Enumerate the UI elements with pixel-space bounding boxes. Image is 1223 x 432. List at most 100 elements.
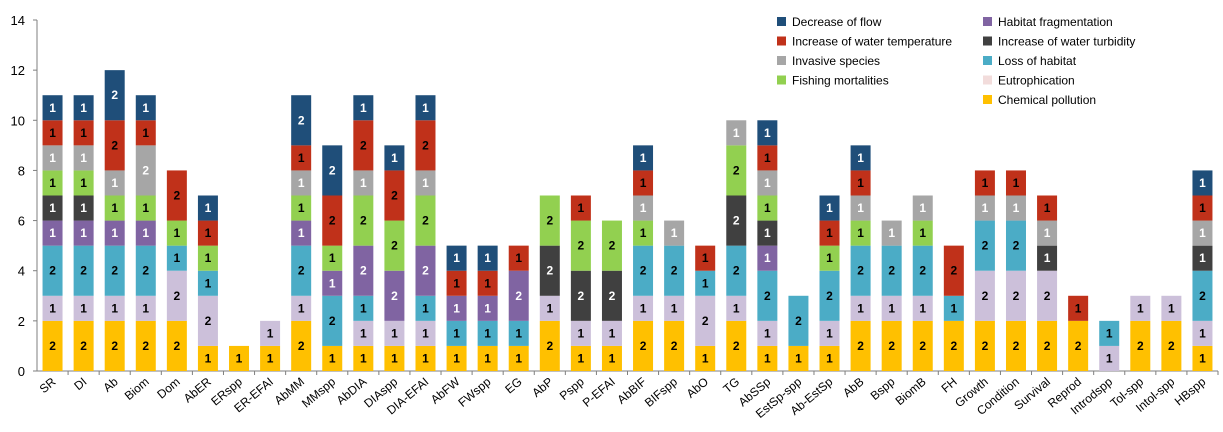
bar-segment (104, 245, 125, 296)
bar-segment-label: 1 (733, 126, 740, 140)
bar-segment-label: 1 (329, 276, 336, 290)
bar-stack: 11 (1099, 320, 1120, 371)
bar-segment-label: 1 (702, 351, 709, 365)
bar-segment (197, 270, 218, 296)
bar-segment (570, 270, 591, 321)
bar-segment (974, 220, 995, 271)
bar-segment (726, 145, 747, 196)
bar-segment-label: 1 (422, 301, 429, 315)
bar-segment-label: 1 (1075, 301, 1082, 315)
bar-segment (757, 245, 778, 271)
bar-segment-label: 1 (329, 351, 336, 365)
bar-segment (322, 195, 343, 246)
bar-segment-label: 1 (982, 176, 989, 190)
bar-segment-label: 2 (733, 264, 740, 278)
legend-item: Eutrophication (983, 74, 1075, 88)
bar-segment-label: 1 (422, 326, 429, 340)
bar-stack: 2 1 2 (943, 245, 964, 371)
bar-segment-label: 2 (609, 239, 616, 253)
legend-swatch (983, 56, 992, 65)
bar-segment (664, 320, 685, 371)
bar-segment-label: 2 (546, 264, 553, 278)
bar-segment (104, 220, 125, 246)
legend-swatch (777, 36, 786, 46)
bar-stack: 11 (260, 320, 281, 371)
bar-segment-label: 1 (640, 301, 647, 315)
bar-segment-label: 1 (1106, 326, 1113, 340)
bar-segment (291, 220, 312, 246)
bar-segment-label: 1 (49, 101, 56, 115)
bar-segment-label: 1 (671, 226, 678, 240)
bar-segment-label: 1 (49, 126, 56, 140)
bar-segment (291, 170, 312, 196)
bar-segment (229, 345, 250, 371)
bar-segment (1161, 295, 1182, 321)
bar-segment-label: 2 (391, 289, 398, 303)
bar-segment-label: 1 (80, 151, 87, 165)
bar-segment-label: 1 (1199, 201, 1206, 215)
x-tick-label: P-EFAI (580, 375, 618, 410)
bar-segment (633, 145, 654, 171)
bar-segment (633, 320, 654, 371)
bar-segment (197, 220, 218, 246)
bar-segment-label: 2 (422, 214, 429, 228)
bar-segment-label: 2 (919, 264, 926, 278)
bar-segment (135, 120, 156, 146)
bar-segment (601, 320, 622, 346)
bar-stack: 1 2 1 1 (695, 245, 716, 371)
bar-segment (446, 245, 467, 271)
bar-segment-label: 2 (982, 339, 989, 353)
bar-segment (974, 270, 995, 321)
bar-segment-label: 1 (826, 226, 833, 240)
bar-segment-label: 1 (484, 326, 491, 340)
bar-stack: 21 (1130, 295, 1151, 371)
bar-segment (477, 345, 498, 371)
x-tick-label: DI (71, 375, 89, 393)
bar-segment-label: 2 (950, 339, 957, 353)
bar-segment-label: 1 (1044, 201, 1051, 215)
bar-segment-label: 1 (609, 351, 616, 365)
bar-segment-label: 1 (453, 351, 460, 365)
bar-segment (322, 145, 343, 196)
bar-segment-label: 1 (205, 251, 212, 265)
bar-segment (42, 245, 63, 296)
bar-segment-label: 2 (950, 264, 957, 278)
bar-segment-label: 2 (1199, 289, 1206, 303)
bar-segment-label: 2 (671, 264, 678, 278)
bar-segment-label: 1 (764, 126, 771, 140)
bar-segment-label: 1 (1199, 326, 1206, 340)
bar-segment (415, 245, 436, 296)
y-tick-label: 8 (18, 163, 25, 178)
bar-segment-label: 2 (360, 264, 367, 278)
bar-segment (570, 320, 591, 346)
bar-segment-label: 1 (640, 226, 647, 240)
bar-segment-label: 2 (578, 289, 585, 303)
bar-segment (695, 270, 716, 296)
bar-stack: 2 1 2 2 (539, 195, 560, 371)
bar-segment-label: 2 (80, 264, 87, 278)
bar-segment (974, 170, 995, 196)
bar-segment (695, 245, 716, 271)
bar-segment (601, 220, 622, 271)
bar-segment-label: 1 (236, 351, 243, 365)
bar-segment (1099, 345, 1120, 371)
bar-segment-label: 1 (1013, 176, 1020, 190)
bar-segment (1037, 270, 1058, 321)
legend-label: Chemical pollution (998, 93, 1096, 107)
x-tick-label: Dom (154, 375, 182, 402)
bar-segment (73, 120, 94, 146)
bar-segment-label: 1 (826, 251, 833, 265)
bar-stack: 1 1 1 1 1 (446, 245, 467, 371)
bar-segment-label: 1 (360, 351, 367, 365)
x-tick-label: Biom (122, 375, 152, 403)
bar-segment-label: 1 (857, 226, 864, 240)
bar-segment-label: 1 (1044, 251, 1051, 265)
bar-segment-label: 2 (546, 339, 553, 353)
bar-segment (104, 295, 125, 321)
bar-segment-label: 2 (733, 339, 740, 353)
bar-segment (135, 195, 156, 221)
bar-segment (1192, 270, 1213, 321)
bar-segment-label: 2 (1013, 339, 1020, 353)
bar-segment (1130, 320, 1151, 371)
